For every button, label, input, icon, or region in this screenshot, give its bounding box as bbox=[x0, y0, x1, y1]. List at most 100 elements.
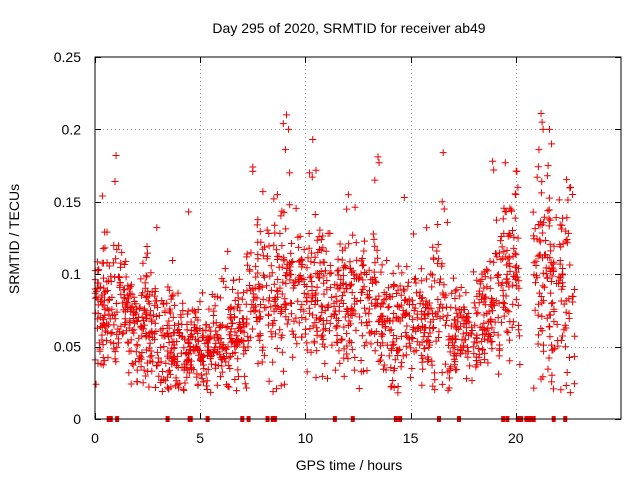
data-point bbox=[318, 308, 326, 316]
data-point bbox=[266, 272, 274, 280]
data-point bbox=[352, 239, 360, 247]
data-point bbox=[334, 285, 342, 293]
data-point bbox=[433, 247, 441, 255]
data-point bbox=[302, 325, 310, 333]
data-point bbox=[481, 356, 489, 364]
data-point bbox=[98, 192, 106, 200]
data-point bbox=[421, 314, 429, 322]
data-point bbox=[389, 269, 397, 277]
data-point bbox=[373, 246, 381, 254]
data-point bbox=[485, 332, 493, 340]
data-point bbox=[567, 183, 575, 191]
data-point bbox=[236, 307, 244, 315]
data-point bbox=[126, 319, 134, 327]
data-point bbox=[216, 322, 224, 330]
data-point bbox=[506, 336, 514, 344]
data-point bbox=[206, 355, 214, 363]
data-point bbox=[489, 307, 497, 315]
data-point bbox=[160, 332, 168, 340]
y-tick-label: 0.2 bbox=[62, 121, 82, 137]
data-point bbox=[539, 282, 547, 290]
data-point bbox=[199, 378, 207, 386]
data-point bbox=[410, 230, 418, 238]
data-point bbox=[233, 387, 241, 395]
data-point bbox=[366, 287, 374, 295]
data-point bbox=[296, 232, 304, 240]
data-point bbox=[254, 360, 262, 368]
data-point bbox=[546, 323, 554, 331]
data-point bbox=[516, 361, 524, 369]
data-point bbox=[431, 376, 439, 384]
data-point bbox=[167, 349, 175, 357]
data-point bbox=[289, 257, 297, 265]
data-point bbox=[212, 327, 220, 335]
data-point bbox=[295, 319, 303, 327]
data-point bbox=[503, 270, 511, 278]
data-point bbox=[549, 385, 557, 393]
data-point bbox=[338, 292, 346, 300]
data-point bbox=[338, 336, 346, 344]
data-point bbox=[114, 335, 122, 343]
data-point bbox=[462, 375, 470, 383]
data-point bbox=[288, 327, 296, 335]
data-point bbox=[360, 237, 368, 245]
data-point bbox=[508, 323, 516, 331]
data-point bbox=[455, 305, 463, 313]
data-point bbox=[504, 329, 512, 337]
data-point bbox=[213, 381, 221, 389]
data-point bbox=[282, 225, 290, 233]
data-point bbox=[106, 315, 114, 323]
data-point bbox=[480, 319, 488, 327]
data-point bbox=[362, 338, 370, 346]
data-point bbox=[451, 295, 459, 303]
data-point bbox=[556, 274, 564, 282]
data-point bbox=[409, 316, 417, 324]
y-tick-label: 0 bbox=[73, 411, 81, 427]
data-point bbox=[420, 333, 428, 341]
data-point bbox=[484, 267, 492, 275]
data-point bbox=[490, 166, 498, 174]
data-point bbox=[303, 264, 311, 272]
data-point bbox=[286, 201, 294, 209]
y-tick-label: 0.05 bbox=[54, 339, 81, 355]
data-point bbox=[143, 249, 151, 257]
data-point bbox=[367, 329, 375, 337]
data-point bbox=[144, 297, 152, 305]
data-point bbox=[497, 237, 505, 245]
data-point bbox=[313, 327, 321, 335]
data-point bbox=[404, 282, 412, 290]
data-point bbox=[322, 247, 330, 255]
data-point bbox=[92, 380, 100, 388]
data-point bbox=[274, 276, 282, 284]
data-point bbox=[307, 348, 315, 356]
data-point bbox=[262, 304, 270, 312]
data-point bbox=[515, 332, 523, 340]
data-point bbox=[555, 196, 563, 204]
data-point bbox=[186, 361, 194, 369]
data-point bbox=[318, 372, 326, 380]
data-point bbox=[263, 226, 271, 234]
data-point bbox=[408, 365, 416, 373]
data-point bbox=[430, 369, 438, 377]
data-point bbox=[509, 318, 517, 326]
data-point bbox=[244, 343, 252, 351]
data-point bbox=[511, 264, 519, 272]
data-point bbox=[319, 326, 327, 334]
data-point bbox=[550, 345, 558, 353]
data-point bbox=[230, 276, 238, 284]
data-point bbox=[495, 279, 503, 287]
data-point bbox=[283, 272, 291, 280]
data-point bbox=[254, 269, 262, 277]
data-point bbox=[546, 216, 554, 224]
data-point bbox=[307, 298, 315, 306]
data-point bbox=[402, 342, 410, 350]
data-point bbox=[501, 300, 509, 308]
data-point bbox=[409, 326, 417, 334]
data-point bbox=[532, 279, 540, 287]
data-point bbox=[499, 286, 507, 294]
data-point bbox=[273, 344, 281, 352]
data-point bbox=[168, 292, 176, 300]
data-point bbox=[138, 291, 146, 299]
data-point bbox=[530, 232, 538, 240]
data-point bbox=[365, 305, 373, 313]
